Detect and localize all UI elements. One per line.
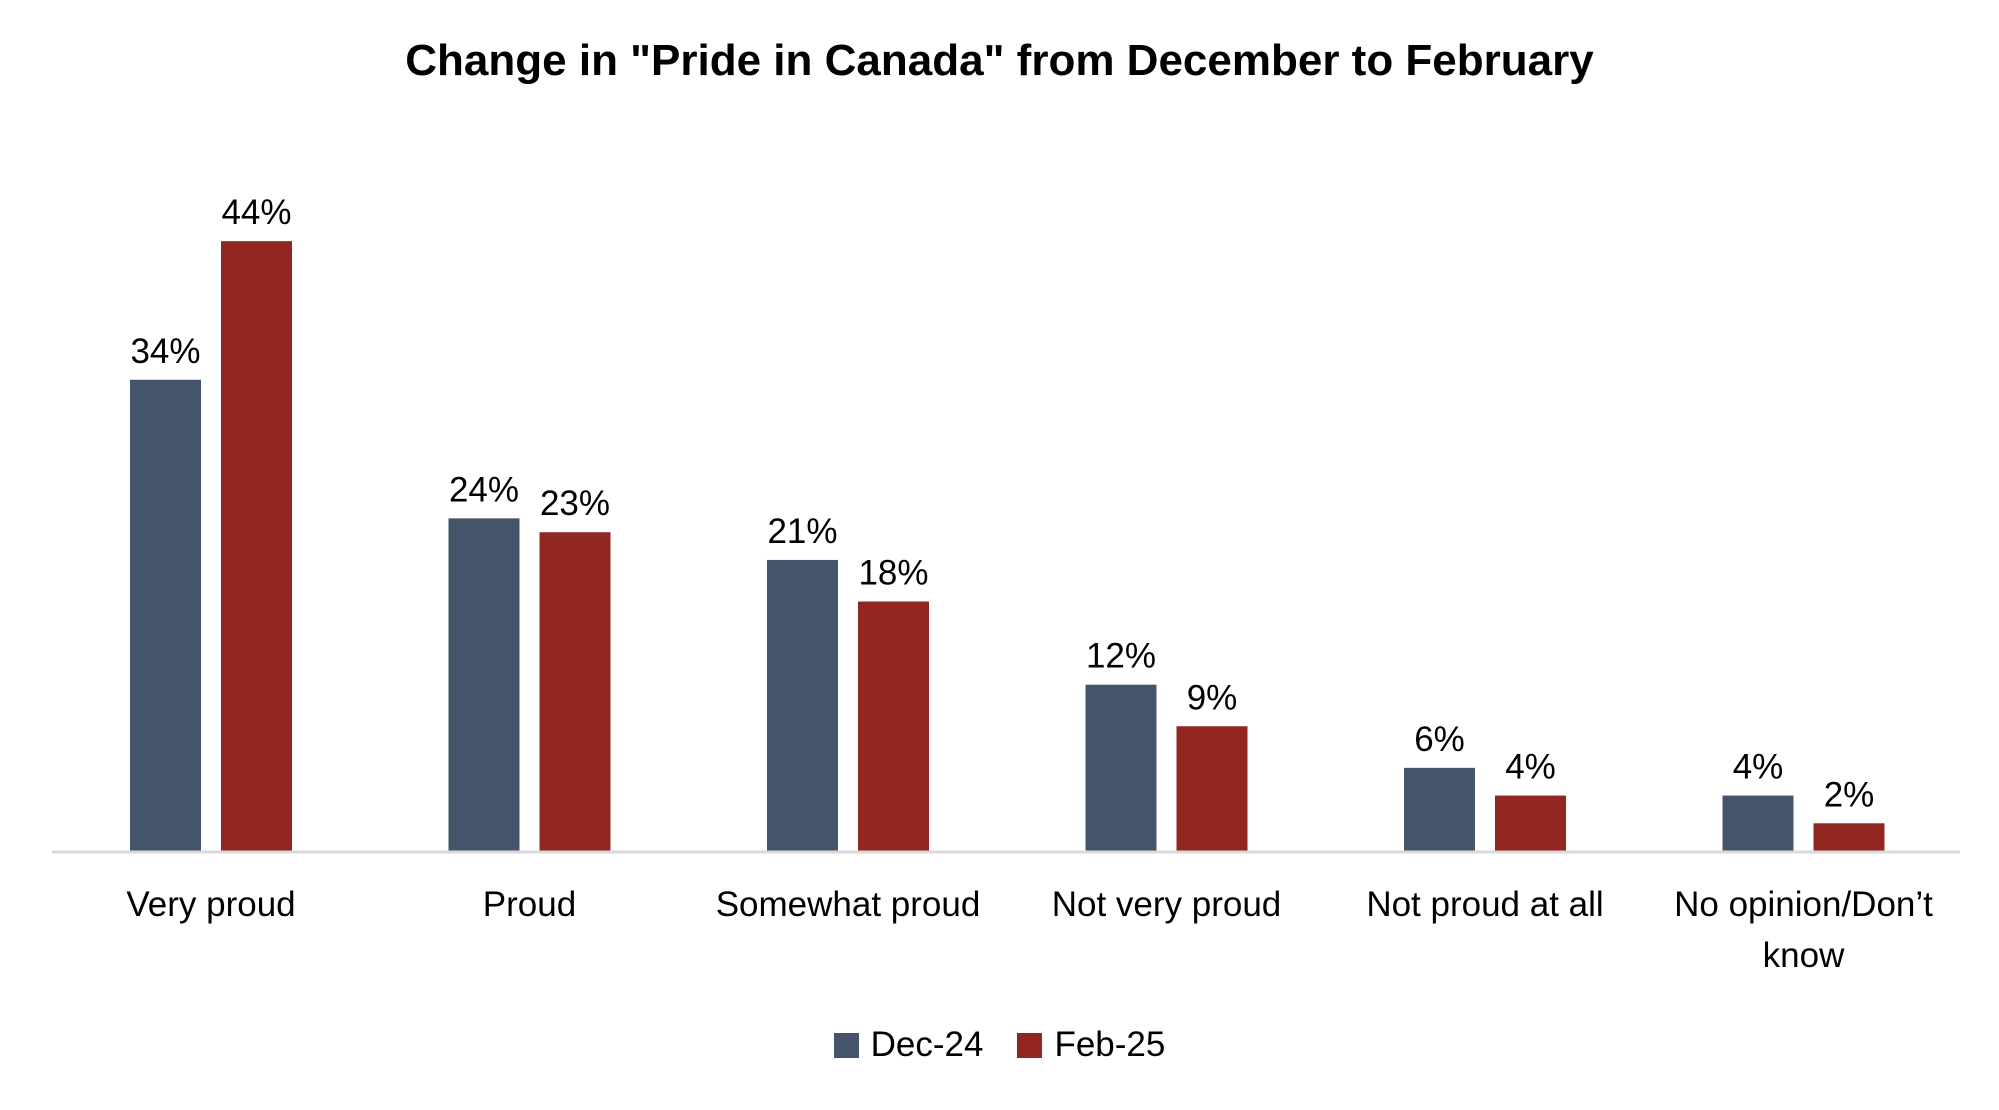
legend-entry-feb-25[interactable]: Feb-25 (1017, 1025, 1165, 1065)
data-label-very-proud-dec-24: 34% (130, 332, 200, 371)
legend-swatch-feb-25 (1017, 1032, 1043, 1058)
data-label-no-opinion-don-t-know-feb-25: 2% (1824, 775, 1875, 814)
legend-swatch-dec-24 (833, 1032, 859, 1058)
data-label-not-very-proud-feb-25: 9% (1187, 678, 1238, 717)
category-label-proud: Proud (483, 885, 576, 924)
data-label-not-proud-at-all-dec-24: 6% (1414, 720, 1465, 759)
bar-not-proud-at-all-feb-25[interactable] (1495, 795, 1566, 851)
bar-not-very-proud-dec-24[interactable] (1085, 684, 1157, 851)
data-label-somewhat-proud-dec-24: 21% (767, 512, 837, 551)
category-label-very-proud: Very proud (126, 885, 295, 924)
category-label-somewhat-proud: Somewhat proud (716, 885, 981, 924)
category-label-not-proud-at-all: Not proud at all (1366, 885, 1603, 924)
legend-label-dec-24: Dec-24 (870, 1025, 984, 1064)
chart-title: Change in "Pride in Canada" from Decembe… (405, 36, 1594, 85)
data-label-not-proud-at-all-feb-25: 4% (1505, 748, 1556, 787)
bar-very-proud-feb-25[interactable] (221, 241, 292, 851)
category-label-not-very-proud: Not very proud (1052, 885, 1282, 924)
data-label-proud-dec-24: 24% (449, 470, 519, 509)
data-label-proud-feb-25: 23% (540, 484, 610, 523)
bar-not-proud-at-all-dec-24[interactable] (1404, 767, 1475, 851)
legend: Dec-24 Feb-25 (0, 1025, 1999, 1065)
bar-somewhat-proud-feb-25[interactable] (858, 601, 929, 851)
category-label-no-opinion-don-t-know-line-2: know (1763, 936, 1845, 975)
bar-no-opinion-don-t-know-feb-25[interactable] (1813, 823, 1885, 851)
bar-no-opinion-don-t-know-dec-24[interactable] (1722, 795, 1794, 851)
category-label-no-opinion-don-t-know-line-1: No opinion/Don’t (1674, 885, 1933, 924)
data-label-very-proud-feb-25: 44% (221, 193, 291, 232)
bar-somewhat-proud-dec-24[interactable] (767, 559, 838, 851)
data-label-somewhat-proud-feb-25: 18% (858, 554, 928, 593)
bar-not-very-proud-feb-25[interactable] (1176, 726, 1248, 851)
bar-proud-feb-25[interactable] (539, 532, 611, 851)
legend-entry-dec-24[interactable]: Dec-24 (833, 1025, 984, 1065)
bar-proud-dec-24[interactable] (448, 518, 520, 851)
legend-label-feb-25: Feb-25 (1054, 1025, 1166, 1064)
data-label-not-very-proud-dec-24: 12% (1086, 637, 1156, 676)
data-label-no-opinion-don-t-know-dec-24: 4% (1733, 748, 1784, 787)
bar-very-proud-dec-24[interactable] (130, 379, 201, 851)
